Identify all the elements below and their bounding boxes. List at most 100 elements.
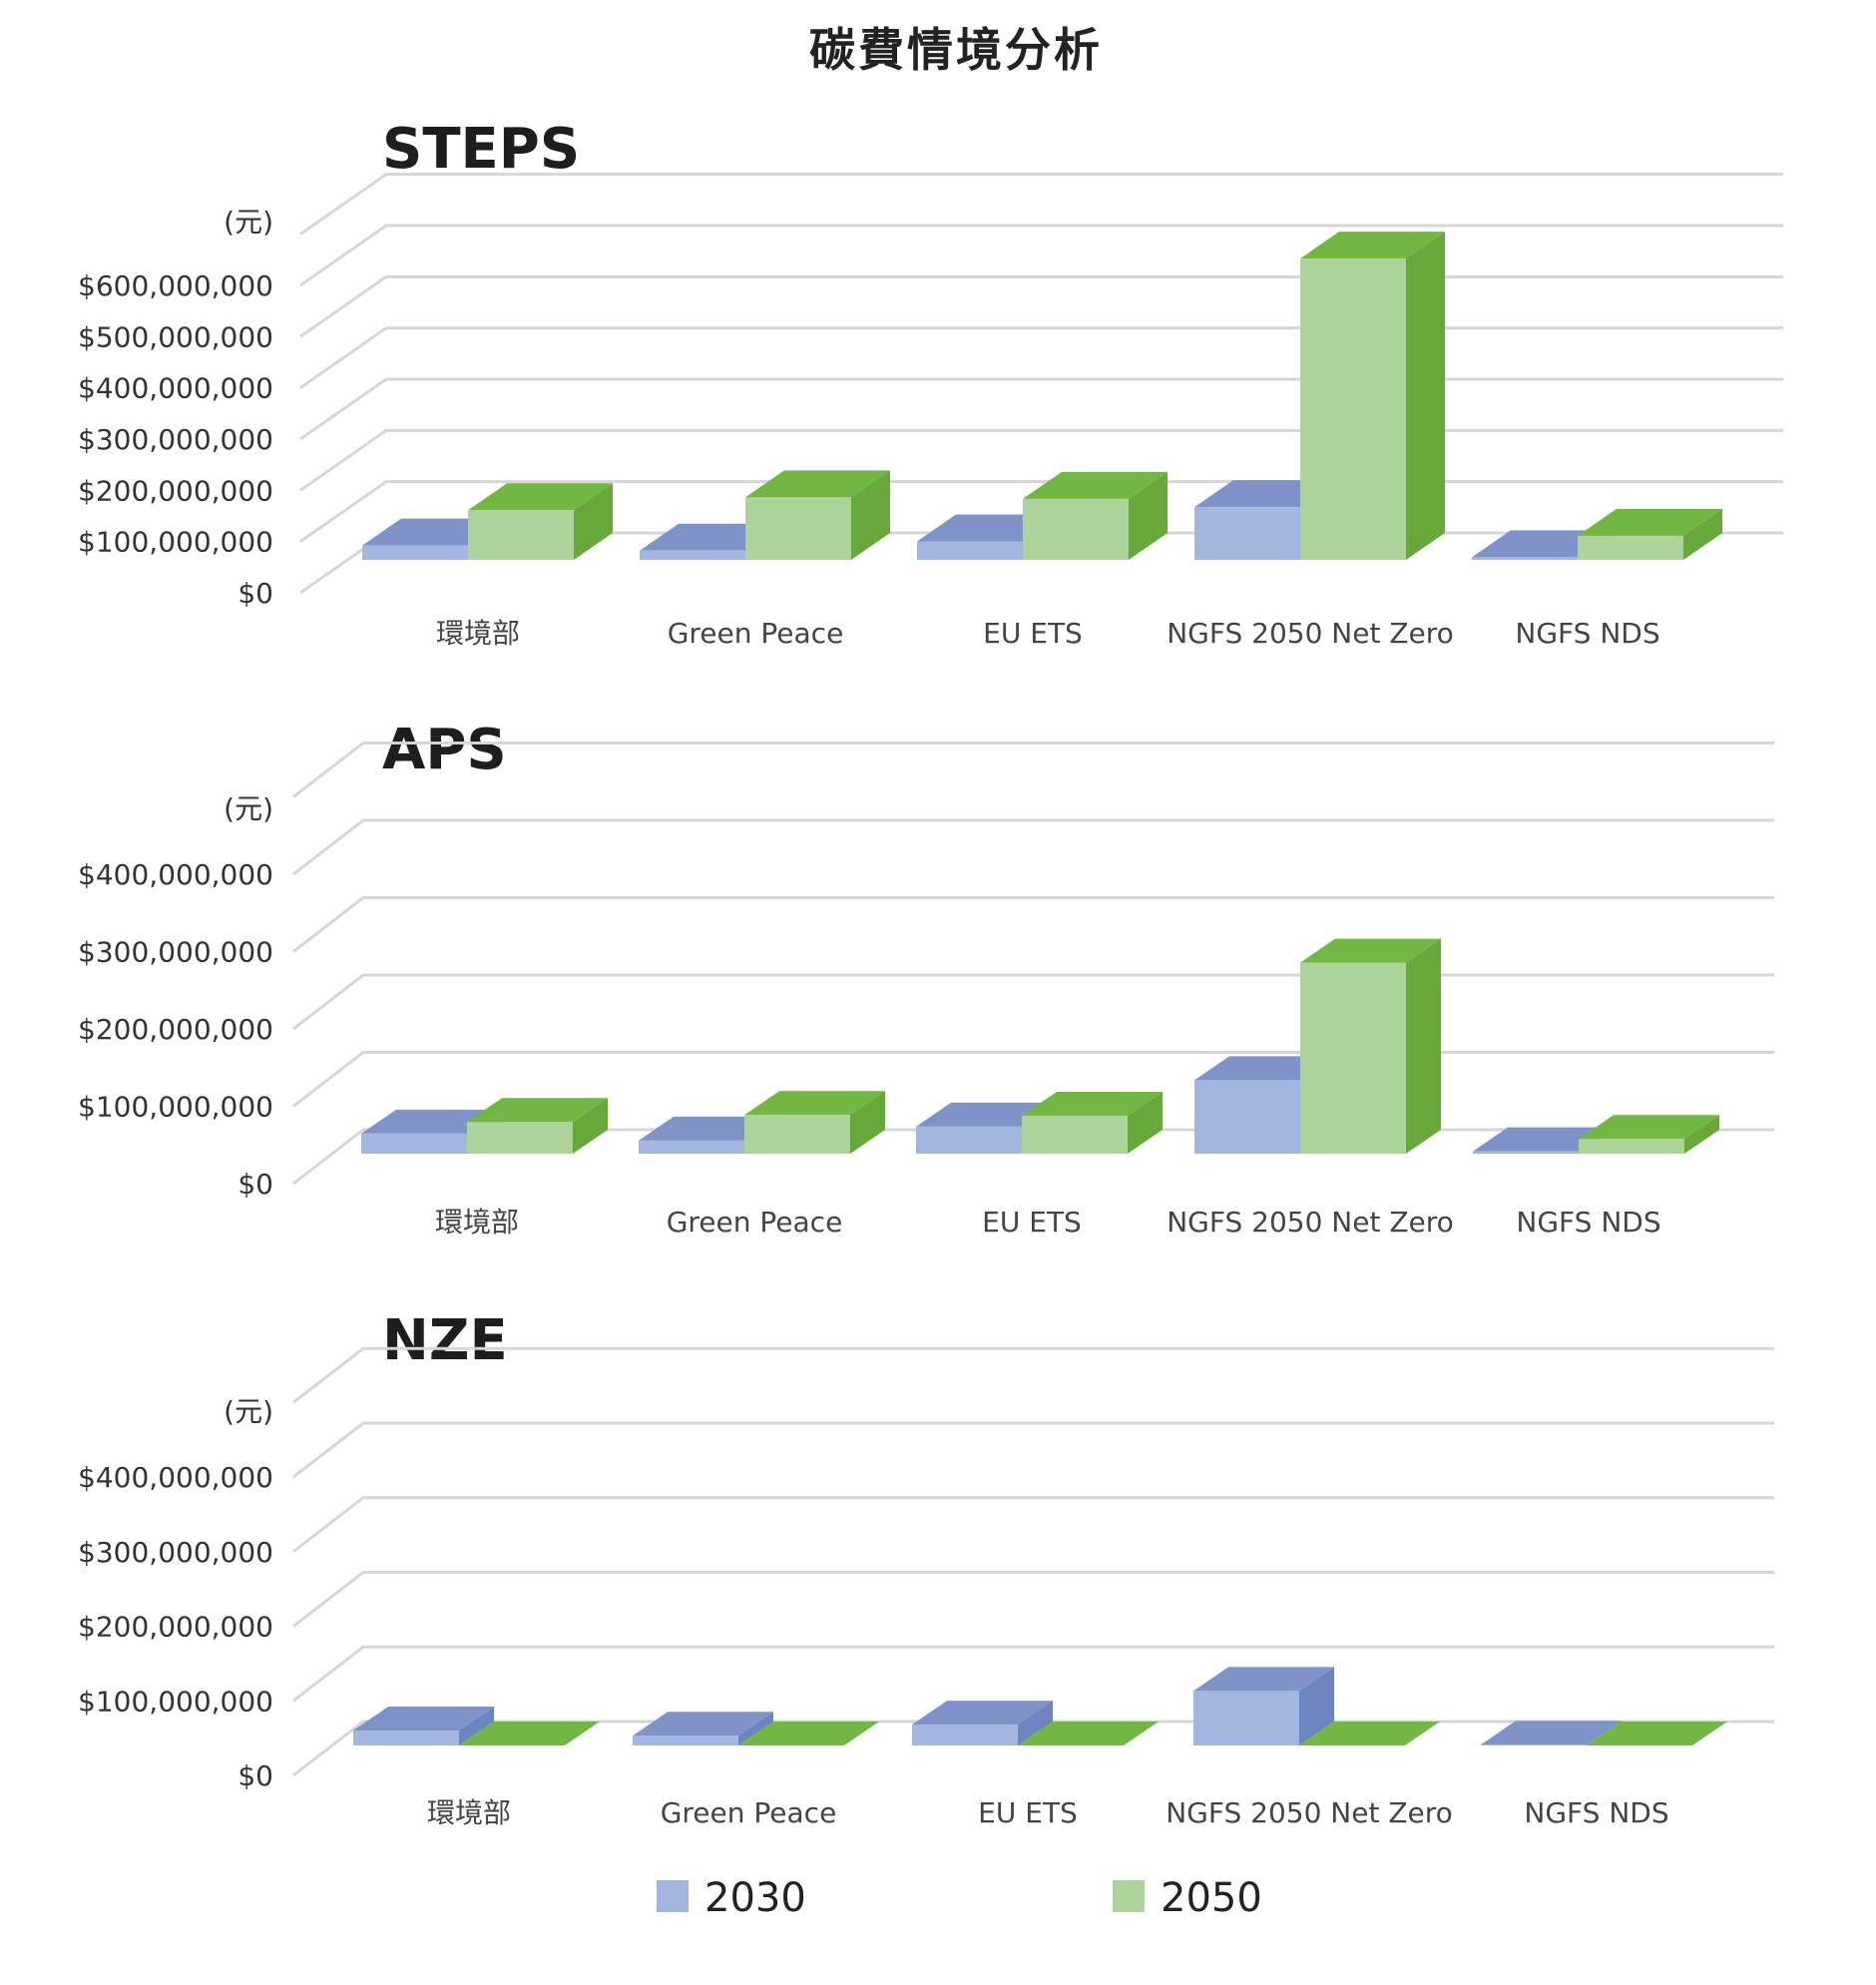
bar-side <box>574 483 613 560</box>
bar-top <box>745 470 890 498</box>
bar-front <box>1300 258 1406 560</box>
y-unit-label: (元) <box>224 792 273 825</box>
panel-title: NZE <box>382 1308 508 1373</box>
main-title: 碳費情境分析 <box>809 23 1103 77</box>
panel-title: STEPS <box>382 117 580 182</box>
bar-2030 <box>353 1707 494 1745</box>
bar-2050 <box>738 1722 879 1745</box>
x-category-label: EU ETS <box>983 617 1083 650</box>
bar-top <box>1299 1722 1440 1745</box>
bar-top <box>1300 938 1441 963</box>
legend-label: 2030 <box>704 1875 806 1921</box>
bar-top <box>1194 1056 1335 1081</box>
bar-side <box>1684 1115 1719 1154</box>
bar-top <box>459 1722 600 1745</box>
bar-side <box>1587 1721 1622 1745</box>
y-tick-label: $100,000,000 <box>78 1685 273 1718</box>
y-axis-ticks: $0 $100,000,000 $200,000,000 $300,000,000 $4… <box>78 1461 273 1792</box>
gridline <box>299 173 1783 236</box>
bar-front <box>745 497 851 560</box>
chart-panel-steps: STEPS (元) $0 $100,000,000 $200,000,000 $300,0… <box>78 117 1783 650</box>
bar-front <box>639 1140 744 1154</box>
bars <box>361 938 1719 1154</box>
bar-side <box>1128 1092 1163 1154</box>
bar-top <box>744 1091 885 1116</box>
legend-swatch <box>657 1880 689 1912</box>
bar-top <box>1481 1721 1622 1745</box>
bar-top <box>353 1707 494 1732</box>
bar-front <box>916 1126 1022 1154</box>
y-tick-label: $200,000,000 <box>78 1611 273 1644</box>
bar-front <box>1481 1744 1587 1745</box>
bar-2050 <box>1299 1722 1440 1745</box>
bar-top <box>1578 508 1722 536</box>
bar-front <box>1300 962 1406 1154</box>
y-unit-label: (元) <box>224 206 273 239</box>
x-category-label: NGFS 2050 Net Zero <box>1167 1206 1454 1239</box>
bar-side <box>1299 1667 1334 1745</box>
legend-label: 2050 <box>1161 1875 1262 1921</box>
gridline <box>292 896 1774 953</box>
bar-front <box>1578 535 1683 560</box>
bar-front <box>744 1115 850 1154</box>
y-tick-label: $0 <box>237 1168 273 1201</box>
bar-top <box>916 1102 1057 1127</box>
bar-top <box>361 1109 502 1134</box>
x-category-label: Green Peace <box>667 1206 843 1239</box>
x-category-label: Green Peace <box>661 1796 837 1829</box>
bar-top <box>633 1712 773 1737</box>
bar-front <box>362 545 468 560</box>
bar-side <box>851 470 890 560</box>
bar-front <box>1022 1116 1128 1154</box>
gridline <box>292 1571 1774 1628</box>
y-tick-label: $500,000,000 <box>78 320 273 353</box>
bar-front <box>467 1122 573 1154</box>
bar-front <box>1473 1151 1579 1154</box>
bar-2030 <box>916 1102 1057 1154</box>
x-category-label: EU ETS <box>982 1206 1082 1239</box>
y-tick-label: $200,000,000 <box>78 474 273 507</box>
gridline <box>292 1346 1774 1404</box>
bar-2050 <box>467 1098 608 1154</box>
bar-top <box>1018 1722 1159 1745</box>
y-tick-label: $0 <box>237 1759 273 1792</box>
bar-top <box>639 1116 779 1141</box>
x-category-label: 環境部 <box>435 1206 519 1239</box>
y-tick-label: $100,000,000 <box>78 1091 273 1124</box>
bar-front <box>1193 1691 1299 1745</box>
y-tick-label: $300,000,000 <box>78 1536 273 1569</box>
y-tick-label: $0 <box>237 577 273 610</box>
chart-panel-aps: APS (元) $0 $100,000,000 $200,000,000 $300,000… <box>78 718 1774 1239</box>
bar-front <box>468 510 574 560</box>
x-category-label: EU ETS <box>978 1796 1078 1829</box>
gridlines <box>299 173 1783 595</box>
bar-side <box>1406 938 1441 1154</box>
bar-top <box>1587 1722 1727 1745</box>
bar-top <box>1022 1092 1163 1117</box>
bar-side <box>1129 471 1168 560</box>
bar-2050 <box>744 1091 885 1154</box>
bar-top <box>467 1098 608 1123</box>
bar-front <box>353 1731 459 1745</box>
y-axis-ticks: $0 $100,000,000 $200,000,000 $300,000,000 $4… <box>78 269 273 610</box>
x-category-label: NGFS NDS <box>1516 1206 1660 1239</box>
y-unit-label: (元) <box>224 1395 273 1428</box>
bar-side <box>738 1712 773 1745</box>
y-tick-label: $600,000,000 <box>78 269 273 302</box>
bar-2050 <box>1300 232 1445 560</box>
bar-side <box>459 1707 494 1745</box>
y-tick-label: $100,000,000 <box>78 526 273 559</box>
bar-2050 <box>459 1722 600 1745</box>
bar-2050 <box>468 483 613 560</box>
bar-2050 <box>1579 1115 1719 1154</box>
bar-2030 <box>1193 1667 1334 1745</box>
gridline <box>292 742 1774 798</box>
bar-front <box>917 541 1023 560</box>
chart-panel-nze: NZE (元) $0 $100,000,000 $200,000,000 $300,000… <box>78 1308 1774 1829</box>
bar-front <box>1472 557 1578 560</box>
bar-top <box>912 1701 1053 1726</box>
bar-front <box>1194 1080 1300 1154</box>
legend: 2030 2050 <box>657 1875 1262 1921</box>
